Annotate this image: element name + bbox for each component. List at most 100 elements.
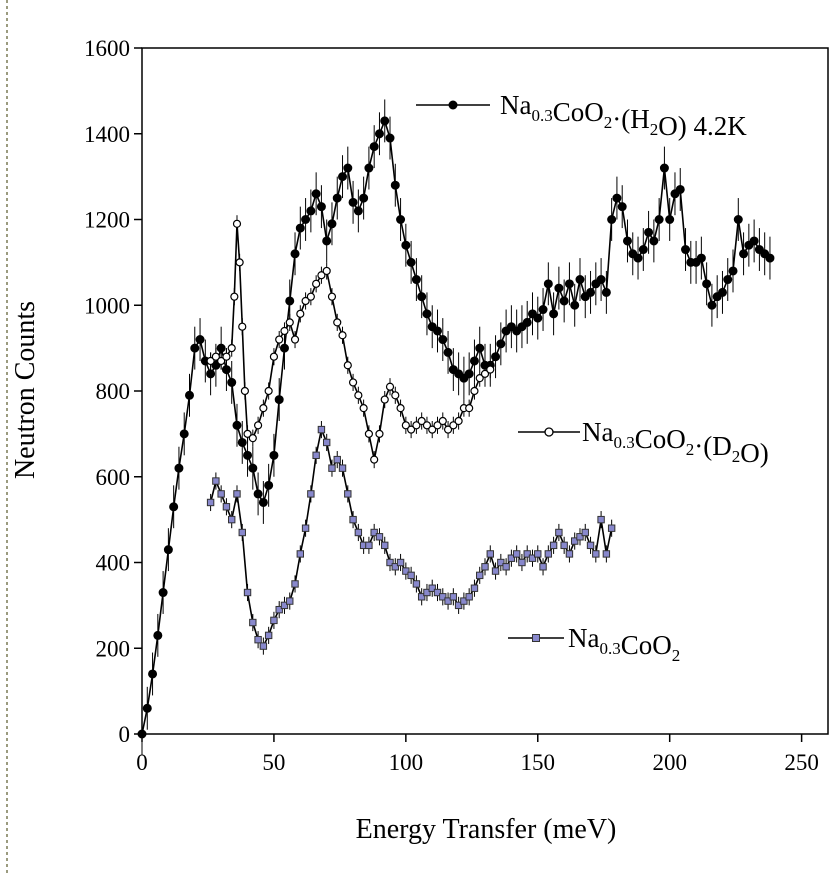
data-point <box>354 528 363 537</box>
data-point <box>476 571 484 580</box>
data-point <box>465 404 474 413</box>
data-point <box>349 515 357 524</box>
data-point <box>675 184 685 194</box>
data-point <box>153 630 163 640</box>
data-point <box>480 369 490 378</box>
data-point <box>338 464 347 472</box>
data-point <box>733 215 743 224</box>
data-point <box>332 193 342 203</box>
data-point <box>417 292 427 302</box>
data-point <box>607 524 616 532</box>
data-point <box>328 464 336 472</box>
data-point <box>344 490 352 498</box>
data-point <box>348 378 358 387</box>
y-tick-label: 1200 <box>84 208 130 233</box>
data-point <box>765 253 775 263</box>
data-point <box>522 317 532 327</box>
data-point <box>240 386 249 396</box>
data-point <box>617 202 627 212</box>
data-point <box>411 275 421 285</box>
legend-label: Na0.3CoO2·(D2O) <box>582 417 769 468</box>
h2o-series <box>137 99 775 756</box>
data-point <box>206 369 216 379</box>
data-point <box>654 215 664 224</box>
legend-text-part: Na <box>582 417 613 447</box>
data-point <box>222 503 231 511</box>
legend-label: Na0.3CoO2 <box>568 623 680 665</box>
data-point <box>253 489 263 499</box>
data-point <box>212 477 220 485</box>
data-point <box>633 253 643 263</box>
data-point <box>407 425 416 434</box>
data-point <box>211 352 220 361</box>
data-point <box>374 129 384 139</box>
data-point <box>249 618 257 627</box>
data-point <box>233 490 241 498</box>
data-point <box>380 116 390 126</box>
y-tick-label: 1400 <box>84 122 130 147</box>
data-point <box>559 296 569 306</box>
data-point <box>327 292 337 301</box>
data-point <box>391 391 400 400</box>
data-point <box>206 356 215 366</box>
data-point <box>158 588 168 598</box>
x-tick-label: 250 <box>784 750 819 775</box>
data-point <box>380 395 389 404</box>
legend-text-part: CoO <box>635 424 686 454</box>
legend-subscript: 2 <box>650 120 659 139</box>
legend-subscript: 2 <box>732 447 741 466</box>
data-point <box>306 292 315 301</box>
data-point <box>401 421 410 430</box>
data-point <box>586 541 595 550</box>
data-point <box>449 421 458 430</box>
data-point <box>407 571 415 580</box>
y-tick-label: 800 <box>96 379 131 404</box>
data-point <box>564 279 574 289</box>
legend-subscript: 0.3 <box>531 106 552 125</box>
data-point <box>354 391 363 400</box>
data-point <box>486 550 494 558</box>
data-point <box>486 365 495 374</box>
data-point <box>306 206 316 216</box>
data-point <box>417 593 426 601</box>
x-tick-label: 0 <box>136 750 148 775</box>
data-point <box>443 425 453 434</box>
data-point <box>406 257 416 267</box>
data-point <box>327 219 337 229</box>
data-point <box>538 305 548 315</box>
data-point <box>285 296 295 306</box>
data-point <box>312 279 321 288</box>
data-point <box>322 266 331 276</box>
data-point <box>227 344 236 353</box>
data-point <box>481 563 489 571</box>
data-point <box>649 236 659 246</box>
data-point <box>259 642 268 650</box>
data-point <box>465 593 473 601</box>
data-point <box>179 429 189 439</box>
data-point <box>739 249 749 259</box>
data-point <box>333 318 342 327</box>
data-point <box>190 343 200 353</box>
x-tick-label: 100 <box>389 750 424 775</box>
data-point <box>549 541 558 550</box>
data-point <box>749 236 759 246</box>
data-point <box>539 563 547 571</box>
legend-text-part: Na <box>500 90 531 120</box>
data-point <box>586 287 596 297</box>
data-point <box>507 554 516 562</box>
data-point <box>422 421 432 430</box>
data-point <box>401 240 411 250</box>
data-point <box>264 480 274 490</box>
series-line <box>209 426 613 648</box>
d2o-series <box>206 215 495 469</box>
legend-marker <box>448 100 458 110</box>
data-point <box>454 416 463 426</box>
data-point <box>142 703 152 713</box>
data-point <box>259 404 268 413</box>
data-point <box>385 133 395 143</box>
data-point <box>274 395 284 405</box>
data-point <box>576 533 584 541</box>
data-point <box>428 584 436 592</box>
data-point <box>375 429 384 438</box>
